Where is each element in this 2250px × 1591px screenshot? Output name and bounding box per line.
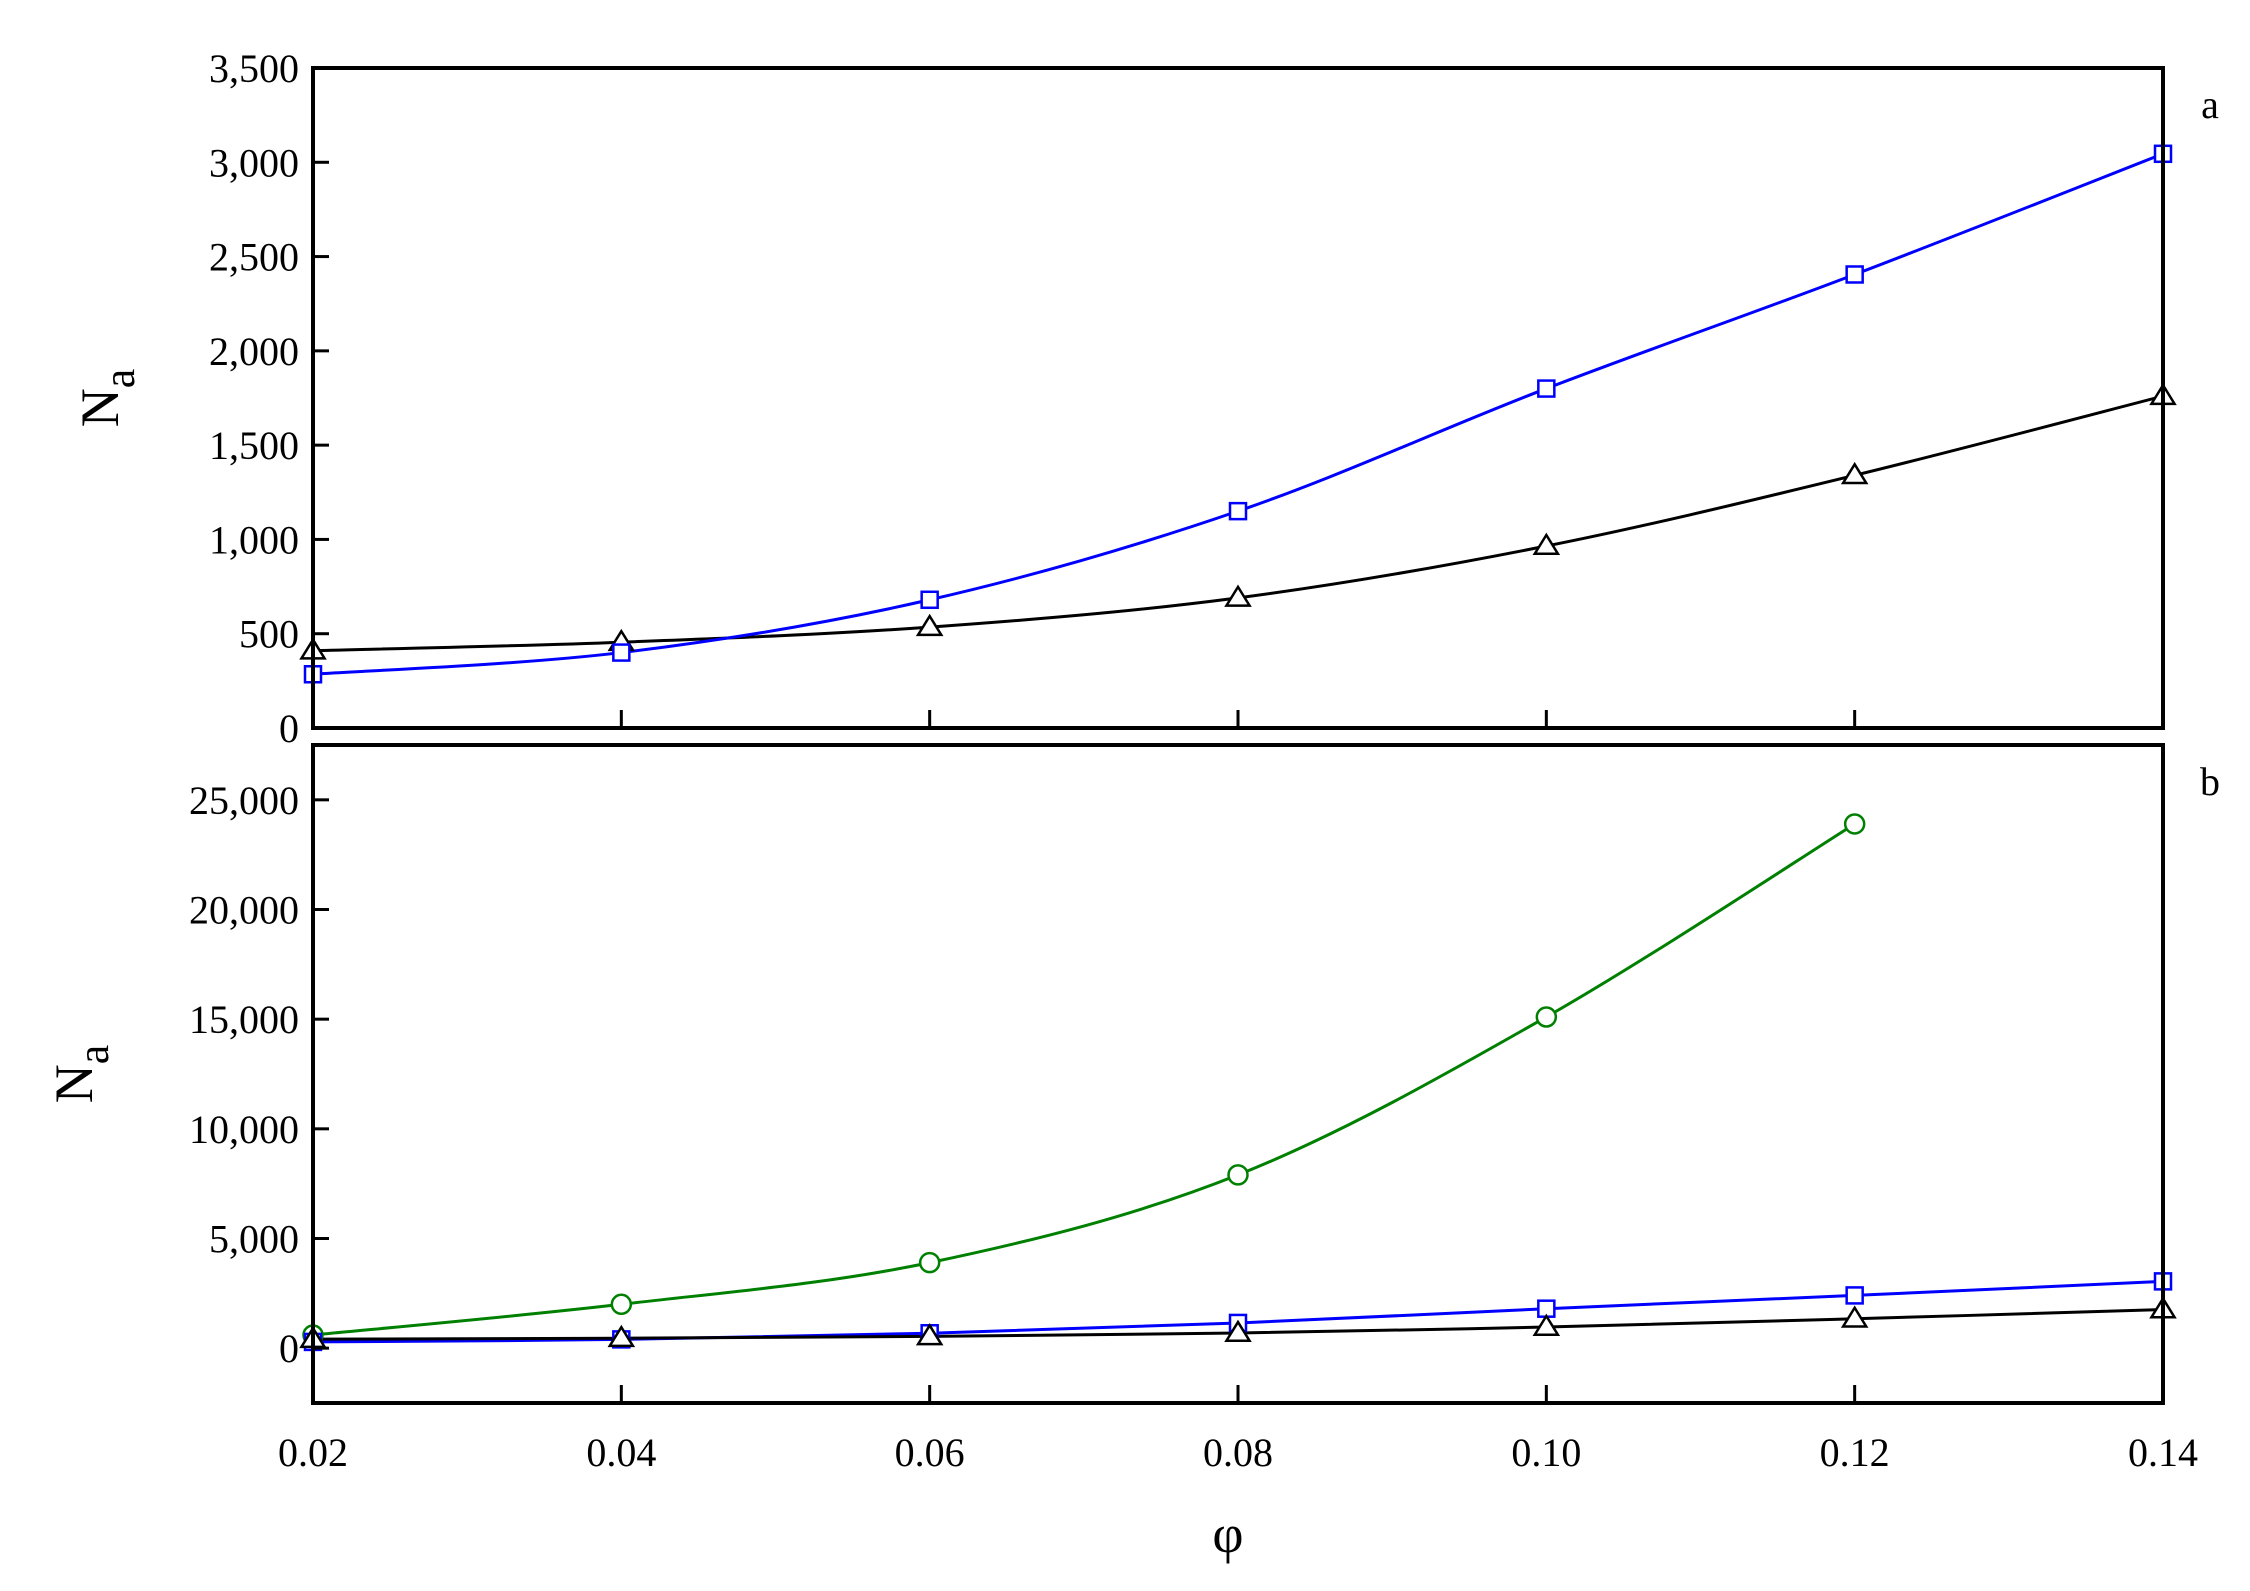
panel-a-y-tick-label-6: 3,000	[209, 140, 299, 185]
series-0-circle-marker-5	[1843, 813, 1866, 835]
panel-b-letter: b	[2200, 759, 2220, 804]
panel-b-lines	[313, 822, 2163, 1344]
panel-b-y-tick-label-2: 10,000	[189, 1107, 299, 1152]
panel-b-y-axis-title: Na	[44, 1045, 118, 1104]
series-1-square-marker-3	[1228, 501, 1248, 521]
x-tick-label-3: 0.08	[1203, 1430, 1273, 1475]
series-0-circle-marker-3	[1227, 1164, 1249, 1186]
panel-a-y-tick-label-0: 0	[279, 706, 299, 751]
panel-b-y-tick-label-4: 20,000	[189, 888, 299, 933]
panel-b-y-tick-label-0: 0	[279, 1326, 299, 1371]
series-0-triangle-marker-2	[915, 613, 944, 637]
series-2-triangle-marker-4	[1532, 1313, 1561, 1336]
panel-a-y-tick-label-5: 2,500	[209, 235, 299, 280]
series-0-triangle-line	[313, 394, 2163, 653]
series-0-circle-marker-1	[610, 1293, 633, 1316]
panel-a-y-tick-label-3: 1,500	[209, 423, 299, 468]
panel-b-y-tick-label-1: 5,000	[209, 1217, 299, 1262]
panel-b-frame	[311, 743, 2165, 1405]
series-1-square-marker-4	[1537, 379, 1556, 398]
panel-a: 0 500 1,000 1,500 2,000 2,500 3,000 3,500 Na a	[70, 46, 2219, 751]
panel-a-y-axis-title: Na	[70, 369, 144, 428]
series-2-triangle-marker-3	[1224, 1319, 1252, 1342]
panel-a-y-tick-label-4: 2,000	[209, 329, 299, 374]
x-tick-label-1: 0.04	[586, 1430, 656, 1475]
series-0-circle-marker-4	[1535, 1006, 1558, 1028]
series-1-square-marker-5	[1845, 1286, 1864, 1305]
series-1-square-marker-2	[920, 590, 939, 610]
panel-a-markers	[299, 144, 2177, 684]
panel-b: 0 5,000 10,000 15,000 20,000 25,000 Na b	[44, 743, 2220, 1405]
x-tick-label-5: 0.12	[1820, 1430, 1890, 1475]
x-axis-tick-labels: 0.02 0.04 0.06 0.08 0.10 0.12 0.14	[278, 1430, 2198, 1475]
panel-b-markers	[299, 813, 2177, 1352]
x-tick-label-2: 0.06	[895, 1430, 965, 1475]
x-tick-label-0: 0.02	[278, 1430, 348, 1475]
panel-b-y-tick-label-5: 25,000	[189, 778, 299, 823]
series-0-triangle-marker-5	[1840, 461, 1869, 485]
series-2-triangle-marker-5	[1840, 1305, 1869, 1328]
series-0-circle-marker-2	[918, 1251, 941, 1274]
series-2-triangle-marker-1	[607, 1324, 636, 1348]
panel-a-frame	[311, 66, 2165, 730]
series-1-square-marker-5	[1845, 265, 1864, 284]
panel-a-y-tick-label-7: 3,500	[209, 46, 299, 91]
panel-b-y-tick-label-3: 15,000	[189, 997, 299, 1042]
series-2-triangle-marker-2	[915, 1323, 944, 1346]
series-0-triangle-marker-3	[1224, 584, 1252, 607]
x-tick-label-4: 0.10	[1511, 1430, 1581, 1475]
series-0-circle-line	[313, 822, 1856, 1337]
panel-a-y-tick-label-1: 500	[239, 612, 299, 657]
panel-a-y-tick-label-2: 1,000	[209, 517, 299, 562]
series-0-triangle-marker-4	[1532, 532, 1561, 555]
x-axis-title: φ	[1212, 1504, 1243, 1564]
series-1-square-marker-1	[612, 643, 631, 662]
x-tick-label-6: 0.14	[2128, 1430, 2198, 1475]
panel-a-letter: a	[2201, 82, 2219, 127]
